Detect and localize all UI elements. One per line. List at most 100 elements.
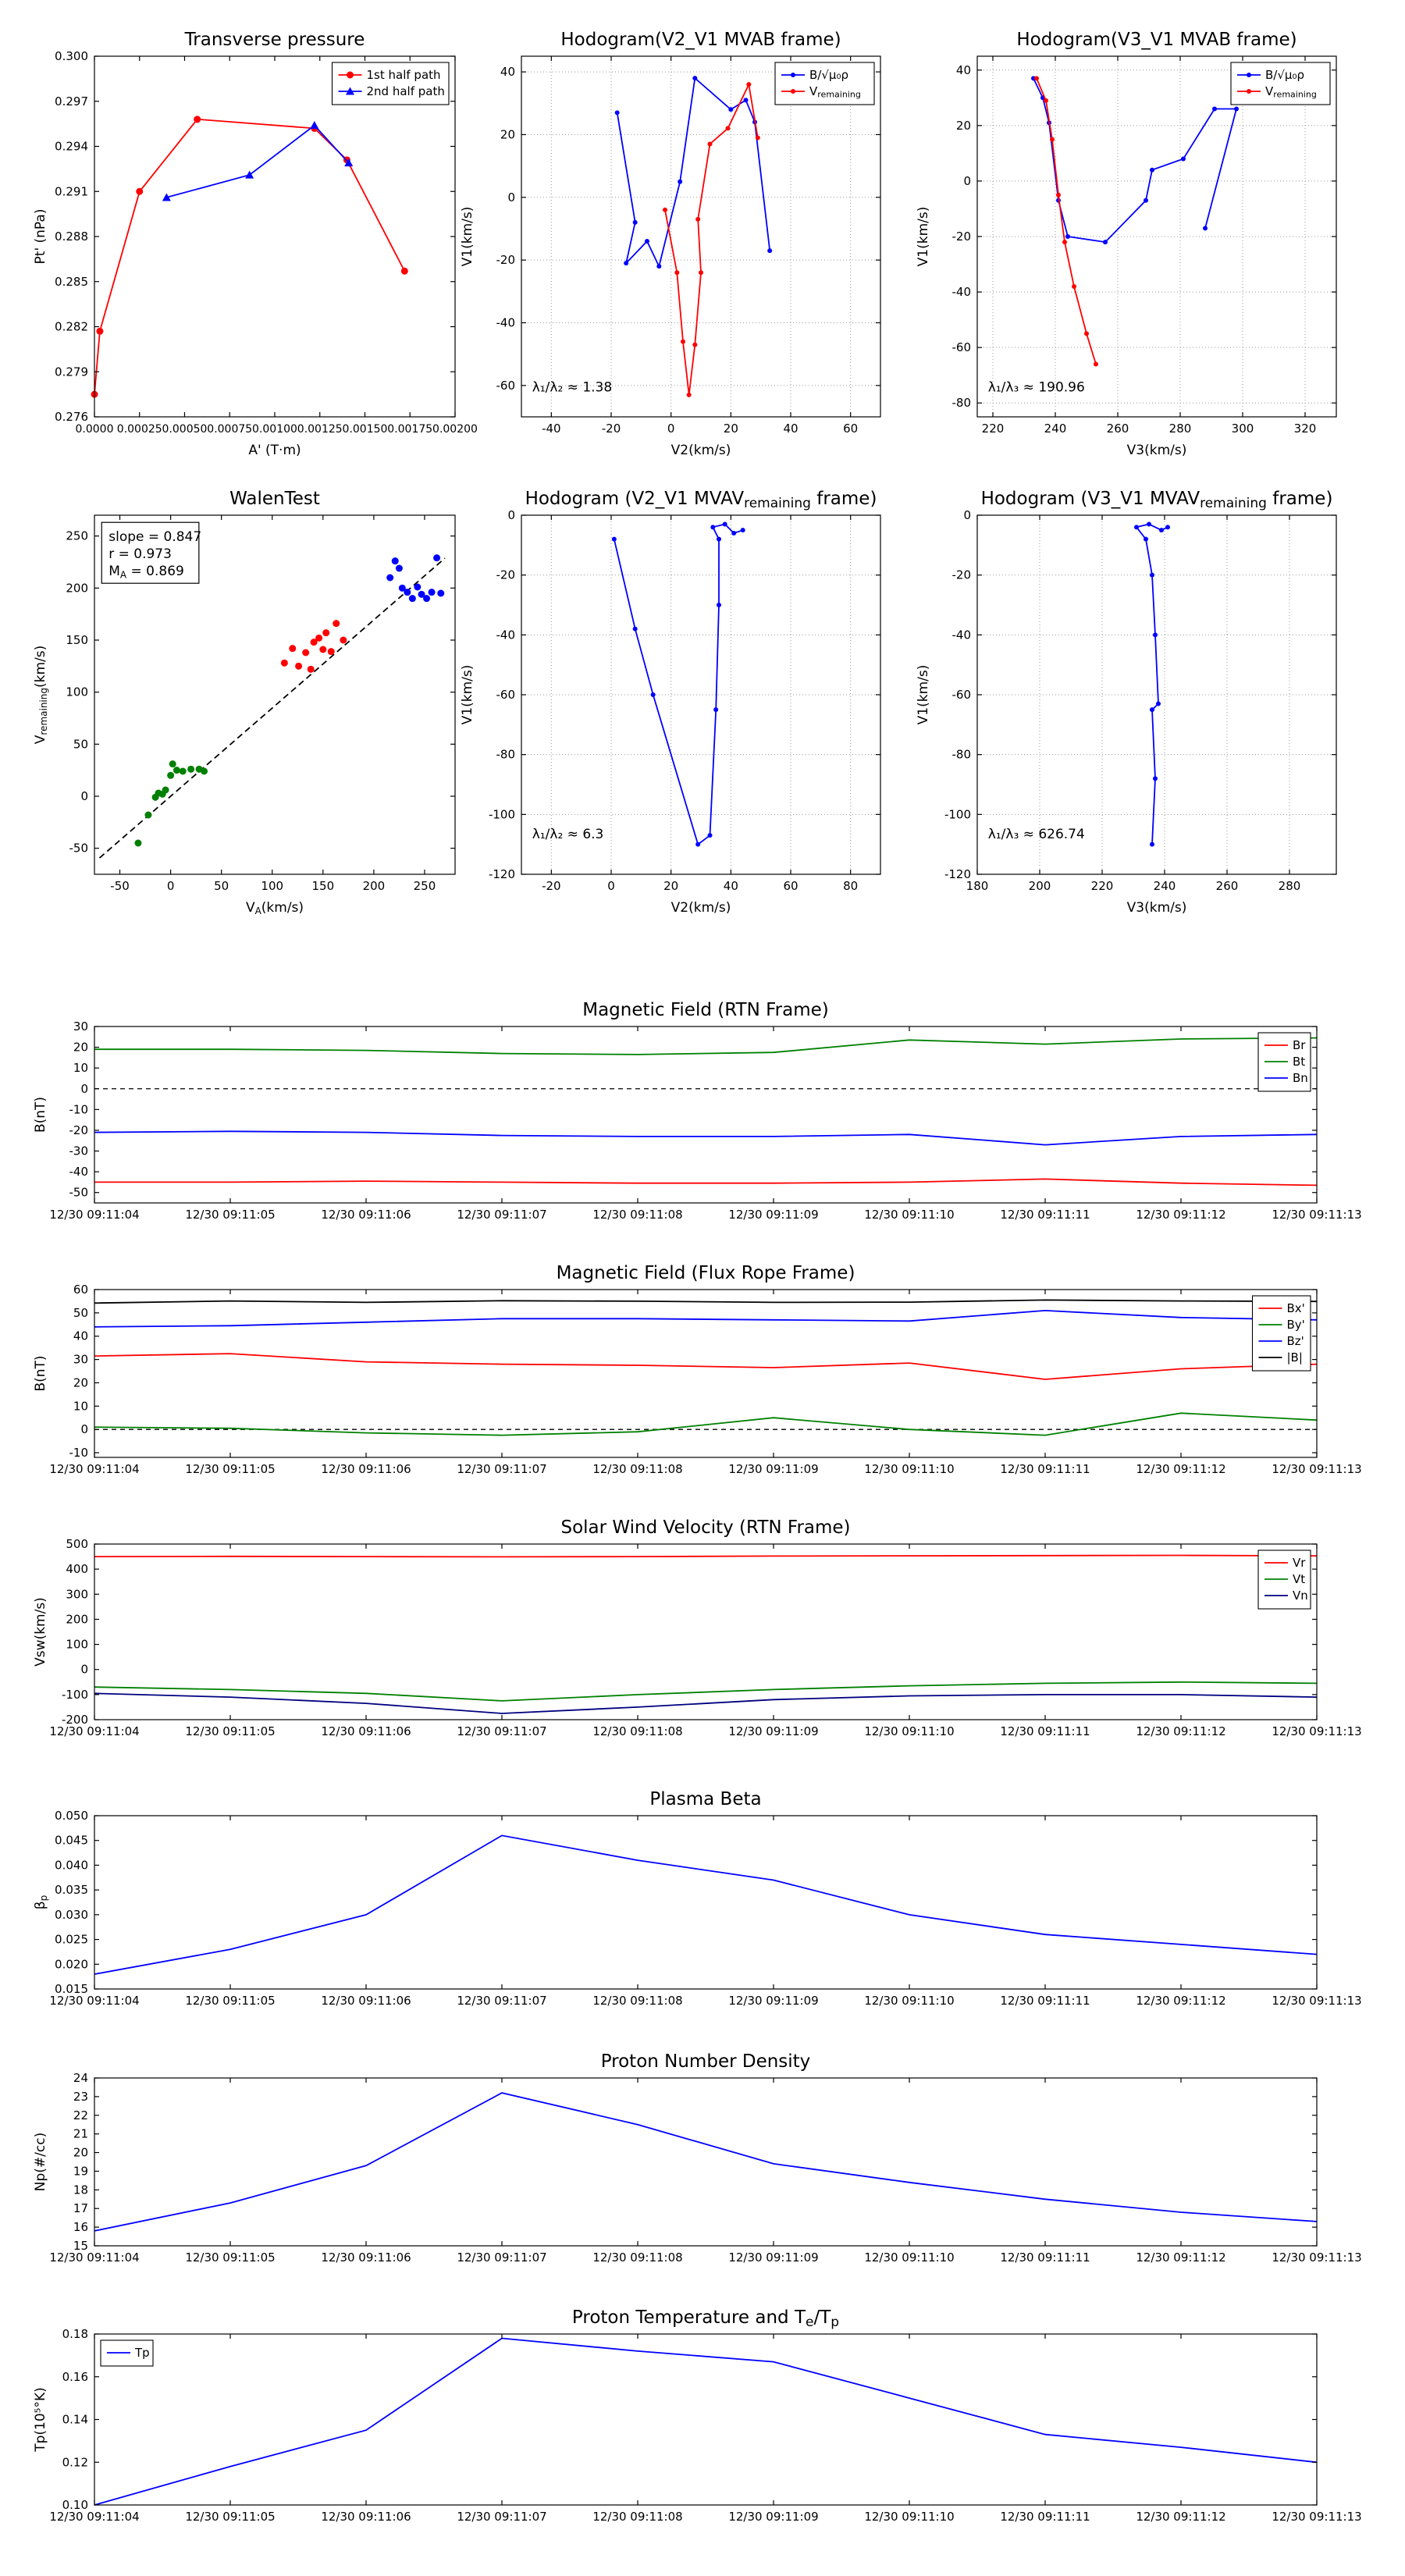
svg-text:Transverse pressure: Transverse pressure: [184, 30, 365, 50]
svg-text:300: 300: [66, 1587, 88, 1601]
svg-text:0: 0: [80, 789, 88, 803]
svg-text:12/30 09:11:10: 12/30 09:11:10: [864, 1208, 954, 1222]
svg-text:12/30 09:11:05: 12/30 09:11:05: [185, 1724, 275, 1738]
svg-text:240: 240: [1044, 422, 1067, 436]
svg-text:0: 0: [507, 190, 515, 205]
svg-text:10: 10: [73, 1399, 88, 1413]
svg-text:Vremaining(km/s): Vremaining(km/s): [33, 646, 49, 745]
svg-text:0.040: 0.040: [55, 1858, 88, 1872]
svg-text:Vn: Vn: [1293, 1589, 1308, 1603]
svg-text:12/30 09:11:09: 12/30 09:11:09: [728, 1208, 818, 1222]
svg-text:0: 0: [80, 1082, 88, 1096]
svg-text:20: 20: [73, 2146, 88, 2160]
svg-text:12/30 09:11:06: 12/30 09:11:06: [321, 1208, 411, 1222]
svg-text:20: 20: [500, 127, 515, 141]
svg-text:0.297: 0.297: [55, 94, 88, 109]
svg-text:-40: -40: [952, 628, 972, 642]
svg-text:0.16: 0.16: [62, 2370, 88, 2384]
svg-text:Vt: Vt: [1293, 1572, 1305, 1586]
svg-text:Vr: Vr: [1293, 1556, 1306, 1570]
svg-text:500: 500: [66, 1537, 88, 1551]
svg-text:-60: -60: [952, 340, 972, 354]
svg-text:12/30 09:11:04: 12/30 09:11:04: [49, 2250, 139, 2265]
svg-text:10: 10: [73, 1061, 88, 1075]
chart-magnetic-field-rtn: 12/30 09:11:04 12/30 09:11:05 12/30 09:11:…: [20, 989, 1371, 1254]
chart-walen-test: -50 0 50 100 150 200 250 -50 0 50 100 150 200 250 Wale…: [20, 478, 510, 926]
svg-text:12/30 09:11:08: 12/30 09:11:08: [592, 1994, 682, 2008]
svg-text:-80: -80: [952, 396, 972, 410]
svg-text:0.00075: 0.00075: [207, 423, 252, 436]
svg-text:0.10: 0.10: [62, 2498, 88, 2512]
svg-text:0: 0: [963, 174, 971, 188]
svg-text:λ₁/λ₃ ≈ 190.96: λ₁/λ₃ ≈ 190.96: [988, 380, 1085, 396]
svg-text:0.015: 0.015: [55, 1982, 88, 1996]
svg-text:0.279: 0.279: [55, 365, 88, 379]
svg-text:12/30 09:11:09: 12/30 09:11:09: [728, 1724, 818, 1738]
svg-text:-40: -40: [69, 1165, 89, 1179]
svg-text:260: 260: [1216, 879, 1239, 893]
svg-text:12/30 09:11:11: 12/30 09:11:11: [1000, 1462, 1090, 1476]
svg-text:-120: -120: [944, 867, 971, 881]
svg-text:12/30 09:11:06: 12/30 09:11:06: [321, 1994, 411, 2008]
svg-text:0.0000: 0.0000: [76, 423, 114, 436]
svg-text:250: 250: [414, 879, 436, 893]
svg-text:Tp(10⁵°K): Tp(10⁵°K): [33, 2387, 48, 2453]
svg-text:280: 280: [1169, 422, 1192, 436]
svg-text:-10: -10: [69, 1102, 89, 1116]
svg-text:12/30 09:11:09: 12/30 09:11:09: [728, 2250, 818, 2265]
svg-text:Tp: Tp: [134, 2346, 150, 2360]
svg-text:12/30 09:11:08: 12/30 09:11:08: [592, 1208, 682, 1222]
svg-text:50: 50: [73, 1306, 88, 1320]
svg-text:12/30 09:11:07: 12/30 09:11:07: [457, 1724, 546, 1738]
svg-text:12/30 09:11:11: 12/30 09:11:11: [1000, 2510, 1090, 2524]
svg-text:12/30 09:11:06: 12/30 09:11:06: [321, 2250, 411, 2265]
svg-text:12/30 09:11:08: 12/30 09:11:08: [592, 2250, 682, 2265]
svg-text:-60: -60: [496, 688, 516, 702]
svg-text:0.291: 0.291: [55, 184, 88, 198]
svg-text:-20: -20: [602, 422, 621, 436]
svg-text:MA = 0.869: MA = 0.869: [108, 564, 184, 580]
svg-text:50: 50: [214, 879, 229, 893]
chart-hodogram-v2v1-mvav: -20 0 20 40 60 80 -120 -100 -80 -60 -40 -20 0 Hodogra…: [447, 478, 935, 926]
chart-hodogram-v3v1-mvav: 180 200 220 240 260 280 -120 -100 -80 -60 -40 -20 0 H…: [903, 478, 1391, 926]
svg-text:12/30 09:11:06: 12/30 09:11:06: [321, 2510, 411, 2524]
svg-text:0.276: 0.276: [55, 410, 88, 424]
svg-text:Vsw(km/s): Vsw(km/s): [33, 1597, 48, 1667]
svg-text:-40: -40: [496, 315, 516, 329]
svg-text:12/30 09:11:12: 12/30 09:11:12: [1136, 2510, 1225, 2524]
svg-text:0.00200: 0.00200: [432, 423, 478, 436]
svg-text:12/30 09:11:13: 12/30 09:11:13: [1272, 1462, 1361, 1476]
svg-text:-30: -30: [69, 1144, 89, 1158]
svg-text:150: 150: [66, 633, 88, 647]
svg-text:20: 20: [956, 119, 971, 133]
svg-text:Bx': Bx': [1287, 1301, 1305, 1315]
svg-text:80: 80: [843, 879, 858, 893]
svg-text:180: 180: [966, 879, 989, 893]
svg-text:-20: -20: [496, 253, 516, 267]
svg-text:B(nT): B(nT): [33, 1097, 48, 1133]
svg-text:λ₁/λ₂ ≈ 1.38: λ₁/λ₂ ≈ 1.38: [532, 380, 612, 396]
svg-text:15: 15: [73, 2239, 88, 2253]
svg-text:-50: -50: [110, 879, 130, 893]
svg-text:0.18: 0.18: [62, 2327, 88, 2341]
svg-text:12/30 09:11:07: 12/30 09:11:07: [457, 2250, 546, 2265]
svg-text:0.025: 0.025: [55, 1933, 88, 1947]
svg-text:-100: -100: [944, 807, 971, 821]
svg-text:-80: -80: [496, 748, 516, 762]
svg-text:30: 30: [73, 1353, 88, 1367]
svg-text:Proton Temperature and Te/Tp: Proton Temperature and Te/Tp: [572, 2307, 839, 2330]
chart-proton-temperature: 12/30 09:11:04 12/30 09:11:05 12/30 09:11:…: [20, 2297, 1371, 2556]
svg-text:150: 150: [311, 879, 334, 893]
svg-text:12/30 09:11:07: 12/30 09:11:07: [457, 2510, 546, 2524]
svg-text:50: 50: [73, 737, 88, 751]
svg-text:0.288: 0.288: [55, 229, 88, 244]
svg-text:0.300: 0.300: [55, 49, 88, 63]
svg-text:-100: -100: [62, 1688, 88, 1702]
svg-text:250: 250: [66, 529, 88, 543]
svg-text:12/30 09:11:05: 12/30 09:11:05: [185, 2250, 275, 2265]
svg-text:16: 16: [73, 2220, 88, 2234]
chart-plasma-beta: 12/30 09:11:04 12/30 09:11:05 12/30 09:11:…: [20, 1778, 1371, 2041]
svg-text:0: 0: [963, 508, 971, 522]
svg-text:20: 20: [724, 422, 738, 436]
